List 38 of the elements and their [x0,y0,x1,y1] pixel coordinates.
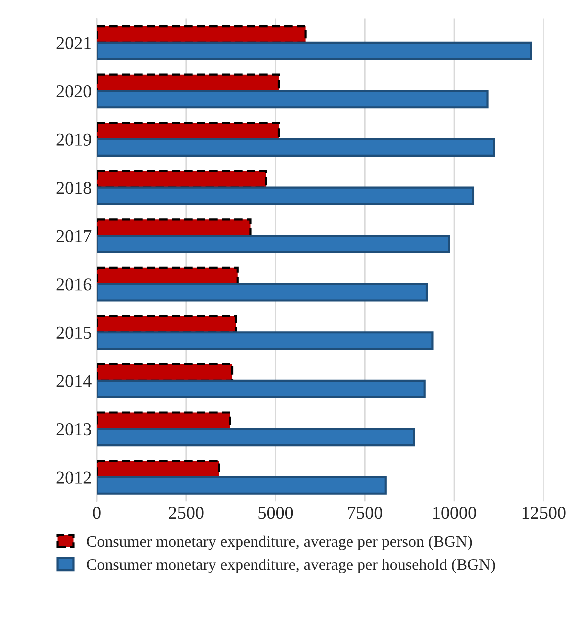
bar [97,25,307,44]
bar [97,283,428,302]
y-tick-label: 2012 [56,472,92,484]
x-tick-label: 2500 [169,506,204,520]
bar [97,42,532,60]
x-tick-label: 12500 [522,506,566,520]
bar [97,90,489,109]
bar [97,380,426,398]
y-tick-label: 2020 [56,85,92,98]
legend-label: Consumer monetary expenditure, average per person (BGN) [87,536,472,550]
y-tick-label: 2016 [56,278,92,291]
legend-label: Consumer monetary expenditure, average per household (BGN) [87,558,496,574]
bar [97,218,252,238]
y-tick-label: 2015 [56,326,92,340]
bar [97,235,450,254]
bar [97,428,416,447]
x-tick-label: 10000 [434,506,476,520]
y-tick-label: 2013 [56,423,92,436]
bar [97,476,387,495]
bar [97,186,475,206]
y-tick-label: 2014 [56,375,92,388]
x-tick-label: 0 [93,506,101,520]
y-tick-label: 2017 [56,230,92,243]
x-tick-label: 7500 [348,506,383,520]
bar [97,170,268,189]
bar [97,266,239,286]
y-tick-label: 2018 [56,182,92,194]
bar [97,122,280,141]
bar [97,74,280,92]
x-tick-label: 5000 [258,506,294,520]
bar [97,138,496,157]
bar [97,315,238,334]
y-tick-label: 2021 [56,37,92,50]
bar [97,332,434,350]
bar [97,412,232,430]
bar [97,363,234,382]
y-tick-label: 2019 [56,134,92,146]
bar [97,460,220,479]
